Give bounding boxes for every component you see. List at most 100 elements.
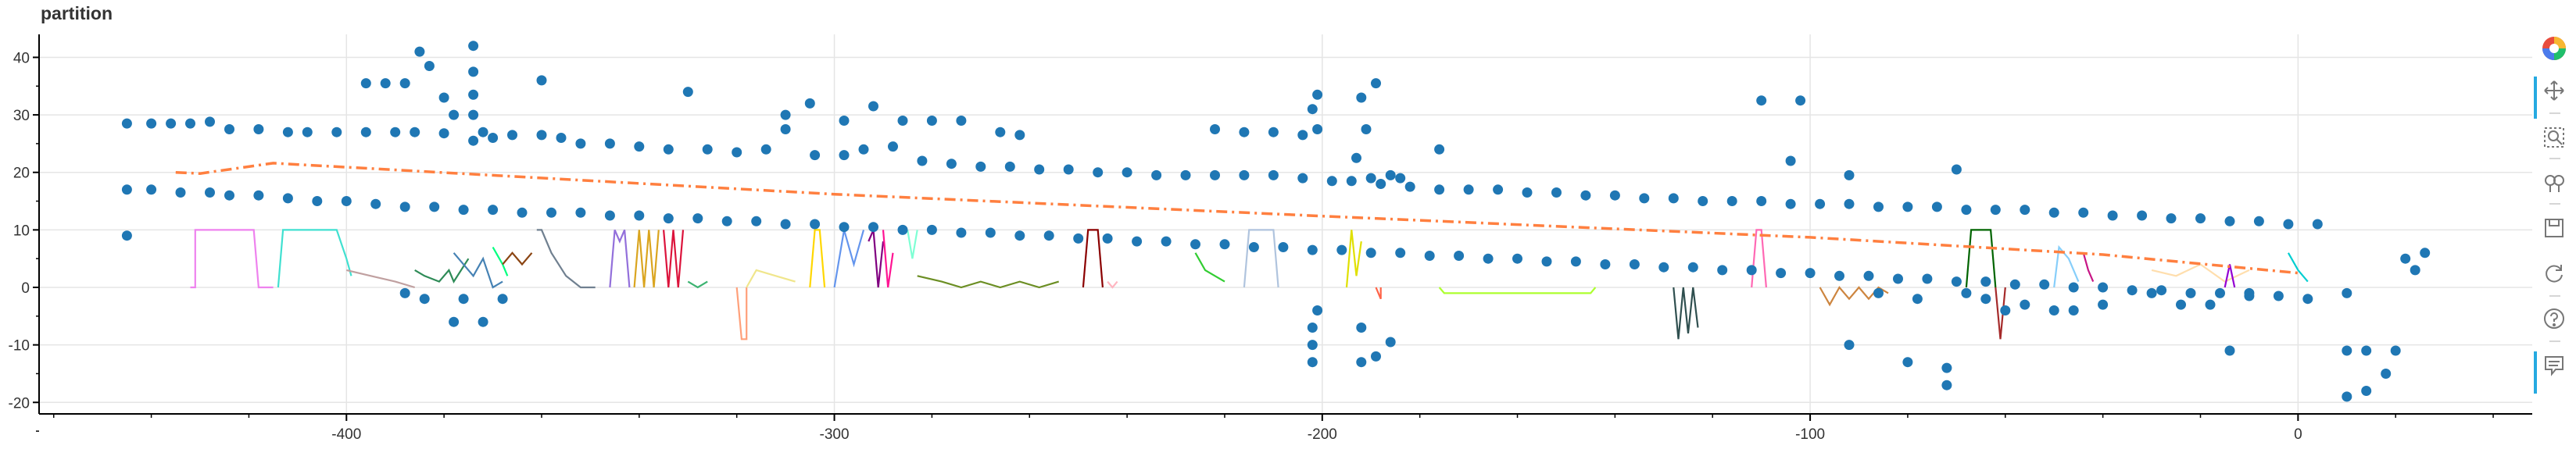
scatter-point: [312, 196, 323, 206]
scatter-point: [390, 127, 401, 137]
help-icon[interactable]: [2538, 303, 2570, 334]
box-zoom-icon[interactable]: [2538, 122, 2570, 153]
series-line: [1375, 287, 1382, 300]
scatter-point: [1687, 262, 1698, 273]
scatter-point: [1326, 176, 1337, 187]
scatter-point: [1093, 167, 1104, 178]
scatter-point: [692, 213, 703, 224]
scatter-point: [1863, 270, 1874, 281]
scatter-point: [1180, 169, 1191, 180]
scatter-point: [1698, 196, 1708, 206]
scatter-point: [2078, 207, 2089, 218]
wheel-zoom-icon[interactable]: [2538, 167, 2570, 198]
scatter-point: [732, 147, 742, 158]
series-line: [1995, 287, 2006, 340]
scatter-point: [1132, 236, 1143, 247]
scatter-point: [1522, 187, 1533, 198]
scatter-point: [360, 127, 371, 137]
scatter-point: [2420, 248, 2431, 258]
scatter-point: [1376, 179, 1386, 189]
scatter-point: [546, 207, 556, 218]
scatter-point: [449, 316, 460, 327]
scatter-point: [858, 144, 869, 155]
scatter-point: [2176, 299, 2186, 310]
scatter-point: [1239, 127, 1250, 137]
series-line: [2082, 252, 2095, 283]
scatter-point: [2146, 287, 2157, 298]
series-line: [2224, 264, 2236, 288]
scatter-point: [2205, 299, 2216, 310]
scatter-point: [1395, 248, 1406, 258]
scatter-point: [2410, 265, 2420, 276]
scatter-point: [2215, 287, 2225, 298]
scatter-point: [575, 138, 586, 149]
scatter-point: [1795, 95, 1806, 106]
scatter-point: [488, 133, 499, 143]
scatter-point: [1307, 323, 1318, 333]
scatter-point: [507, 130, 517, 141]
scatter-point: [2020, 299, 2030, 310]
scatter-point: [2137, 210, 2148, 221]
scatter-point: [575, 207, 586, 218]
y-tick-label: -20: [9, 395, 30, 412]
scatter-point: [956, 116, 967, 126]
scatter-point: [1941, 380, 1952, 390]
scatter-point: [1609, 190, 1620, 201]
scatter-point: [205, 116, 215, 127]
scatter-point: [663, 213, 674, 224]
scatter-point: [1034, 164, 1045, 175]
scatter-point: [1356, 323, 1367, 333]
scatter-point: [1356, 357, 1367, 368]
scatter-point: [1805, 268, 1816, 279]
scatter-point: [1844, 169, 1855, 180]
scatter-point: [253, 124, 264, 134]
scatter-point: [1361, 124, 1372, 134]
scatter-point: [663, 144, 674, 155]
scatter-point: [897, 224, 908, 235]
scatter-point: [282, 193, 293, 204]
scatter-point: [2098, 282, 2109, 293]
scatter-point: [2224, 345, 2235, 356]
pan-icon[interactable]: [2534, 75, 2570, 119]
scatter-point: [2312, 219, 2323, 230]
series-line: [746, 269, 796, 288]
scatter-point: [1278, 242, 1289, 252]
reset-icon[interactable]: [2538, 258, 2570, 289]
scatter-point: [2068, 305, 2079, 315]
scatter-point: [146, 184, 157, 195]
scatter-point: [175, 187, 186, 198]
scatter-point: [946, 159, 957, 169]
y-tick-label: 0: [21, 280, 30, 297]
hover-icon[interactable]: [2534, 350, 2570, 394]
scatter-point: [1404, 181, 1415, 192]
scatter-point: [1395, 173, 1406, 184]
trend-series-line: [175, 162, 2299, 275]
scatter-point: [2381, 369, 2392, 379]
scatter-point: [1668, 193, 1679, 204]
scatter-point: [1122, 167, 1132, 178]
scatter-point: [302, 127, 313, 137]
scatter-point: [1541, 256, 1552, 267]
scatter-point: [1776, 268, 1787, 279]
scatter-point: [2048, 305, 2059, 315]
series-line: [609, 229, 631, 288]
scatter-point: [1893, 273, 1903, 284]
scatter-point: [2127, 285, 2138, 296]
scatter-point: [1385, 337, 1396, 348]
scatter-point: [458, 294, 469, 305]
series-line: [1673, 287, 1699, 340]
scatter-point: [1151, 169, 1162, 180]
scatter-point: [1312, 305, 1323, 315]
save-icon[interactable]: [2538, 212, 2570, 244]
series-line: [1345, 230, 1362, 288]
bokeh-logo-icon[interactable]: [2538, 33, 2570, 64]
scatter-point: [424, 61, 435, 71]
scatter-point: [975, 161, 986, 172]
scatter-point: [2009, 279, 2020, 290]
series-line: [1438, 287, 1597, 294]
scatter-point: [1873, 287, 1884, 298]
scatter-point: [1210, 124, 1220, 134]
scatter-point: [1844, 198, 1855, 209]
scatter-point: [1629, 259, 1640, 269]
